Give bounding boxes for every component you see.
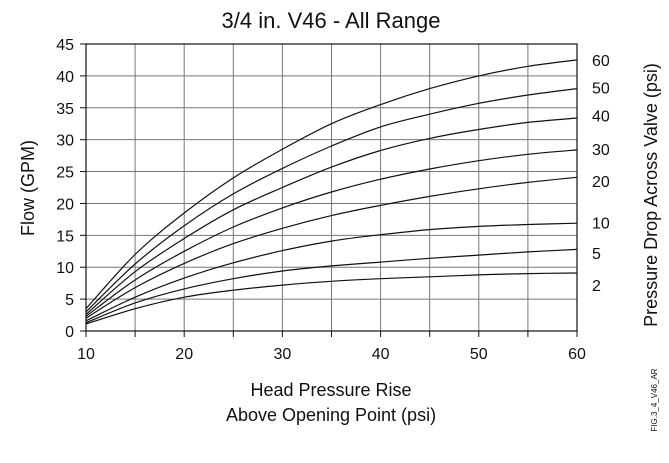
x-axis-label-line-1: Head Pressure Rise [250,380,411,400]
y-tick-label: 10 [56,260,74,277]
series-line-50-psi [85,88,578,313]
x-tick-label: 60 [568,346,586,363]
y-tick-label: 40 [56,69,74,86]
series-line-30-psi [85,149,578,317]
pressure-drop-label: 20 [592,174,610,191]
labels-layer: 60 50 40 30 20 10 5 2 [592,53,610,295]
pressure-drop-label: 50 [592,80,610,97]
series-line-10-psi [85,222,578,322]
figure-code: FIG.3_4_V46_AR [650,368,659,431]
x-tick-label: 10 [77,346,95,363]
chart-title: 3/4 in. V46 - All Range [222,8,441,33]
series-line-60-psi [85,59,578,310]
y-tick-label: 5 [65,292,74,309]
y-tick-label: 30 [56,133,74,150]
right-axis-label: Pressure Drop Across Valve (psi) [641,63,661,327]
pressure-drop-label: 60 [592,53,610,70]
series-line-40-psi [85,117,578,315]
y-tick-label: 25 [56,165,74,182]
pressure-drop-label: 40 [592,108,610,125]
y-tick-label: 35 [56,101,74,118]
y-tick-label: 0 [65,324,74,341]
x-axis-label-line-2: Above Opening Point (psi) [226,405,436,425]
x-tick-label: 30 [274,346,292,363]
pressure-drop-label: 10 [592,216,610,233]
y-axis-label: Flow (GPM) [18,140,38,236]
series-line-20-psi [85,176,578,319]
grid-layer [85,43,578,332]
series-layer [85,59,578,325]
y-tick-label: 20 [56,196,74,213]
axes-layer: 10 20 30 40 50 60 0 5 10 15 20 25 30 35 40 45 [56,37,586,363]
pressure-drop-label: 5 [592,246,601,263]
series-line-5-psi [85,248,578,324]
y-tick-label: 45 [56,37,74,54]
x-tick-label: 20 [175,346,193,363]
series-line-2-psi [85,272,578,325]
y-tick-label: 15 [56,228,74,245]
pressure-drop-label: 30 [592,142,610,159]
x-tick-label: 40 [372,346,390,363]
x-tick-label: 50 [470,346,488,363]
pressure-drop-label: 2 [592,278,601,295]
